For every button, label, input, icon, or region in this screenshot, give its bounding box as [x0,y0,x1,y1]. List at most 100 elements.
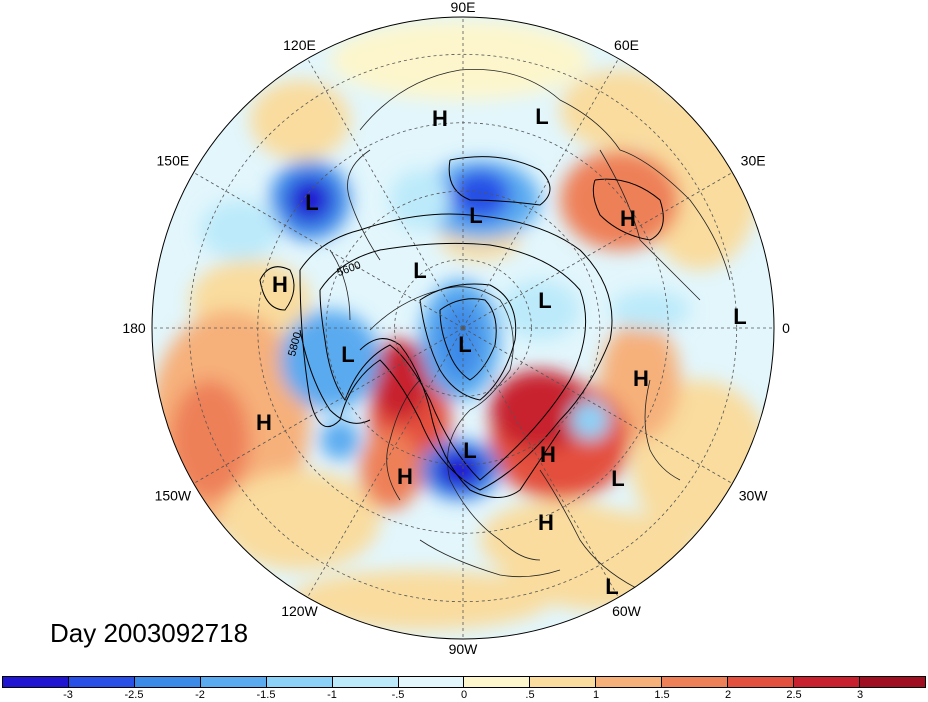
colorbar-tick-label: 2.5 [786,689,802,701]
colorbar-cell-4 [266,677,333,687]
colorbar-tick-label: 3 [856,689,864,701]
colorbar-tick-label: -3 [63,689,73,701]
anomaly-patch-32 [610,290,690,330]
colorbar-tick-label: 1.5 [654,689,670,701]
lon-label-1: 60E [614,37,639,53]
high-center-11: H [633,366,649,391]
colorbar-cell-8 [530,677,597,687]
low-center-6: L [413,258,426,283]
colorbar-cell-7 [464,677,531,687]
anomaly-patch-1 [250,80,350,160]
contour-2 [419,283,517,401]
coastline-8 [329,249,351,321]
colorbar-tick-label: -2 [195,689,205,701]
anomaly-patch-17 [170,380,250,500]
coastline-2 [347,149,381,261]
day-label: Day 2003092718 [50,618,249,648]
low-center-3: L [469,203,482,228]
anomaly-patch-2 [560,70,680,150]
colorbar-cell-11 [728,677,795,687]
lon-label-10: 150E [157,153,190,169]
anomaly-patch-33 [390,170,450,230]
contour-3 [439,298,497,381]
latitude-circle-3 [188,53,738,603]
coastline-0 [359,69,731,281]
longitude-labels: 90E 60E 30E 0 30W 60W 90W 120W 150W 180 150E 120E [122,0,790,657]
colorbar-cell-1 [68,677,135,687]
high-center-15: H [397,464,413,489]
lon-label-2: 30E [741,153,766,169]
coastline-5 [386,379,421,501]
colorbar-tick-label: .5 [525,689,535,701]
high-center-5: H [272,272,288,297]
contour-5 [259,266,295,311]
high-center-0: H [432,106,448,131]
high-center-14: H [540,442,556,467]
coastline-7 [419,539,561,578]
lon-label-7: 120W [281,603,318,619]
low-center-18: L [605,574,618,599]
colorbar-cell-10 [662,677,729,687]
contour-8 [299,329,371,424]
colorbar-cell-9 [596,677,663,687]
contour-0 [299,213,613,491]
anomaly-patch-31 [200,200,280,260]
map-disk [152,17,774,639]
height-contours [259,156,664,498]
low-center-8: L [733,304,746,329]
colorbar-tick-label: -2.5 [124,689,144,701]
map-boundary [151,16,775,640]
low-center-7: L [538,288,551,313]
anomaly-patch-27 [320,420,360,460]
low-center-16: L [611,466,624,491]
graticule [152,17,774,639]
colorbar-cell-0 [3,677,69,687]
pressure-center-labels: H L L L H H L L L L L H H L H H L H L [256,104,747,599]
lon-label-4: 30W [739,488,769,504]
colorbar-tick-label: -1.5 [256,689,276,701]
colorbar-tick-label: -.5 [391,689,405,701]
lon-label-11: 120E [283,37,316,53]
contour-4 [448,156,551,206]
anomaly-patch-30 [570,400,610,440]
meridian-4 [462,327,733,484]
colorbar-cell-12 [794,677,860,687]
low-center-13: L [463,438,476,463]
low-center-1: L [535,104,548,129]
lon-label-9: 180 [122,320,146,336]
lon-label-3: 0 [782,320,790,336]
meridian-10 [193,172,464,329]
colorbar-cell-3 [200,677,267,687]
colorbar-tick-label: 2 [724,689,732,701]
high-center-12: H [256,410,272,435]
anomaly-patch-34 [500,280,580,340]
lon-label-5: 60W [612,603,642,619]
colorbar-tick-label: 1 [592,689,600,701]
low-center-10: L [458,332,471,357]
anomaly-patch-15 [370,340,430,420]
low-center-9: L [341,342,354,367]
colorbar-cell-13 [859,677,925,687]
colorbar-tick-label: 0 [460,689,468,701]
anomaly-patch-0 [330,20,590,100]
latitude-circle-1 [325,190,601,466]
coastline-9 [644,379,681,481]
colorbar-cell-6 [398,677,465,687]
coastline-1 [599,149,701,301]
colorbar-cell-2 [134,677,201,687]
meridian-7 [307,327,464,598]
anomaly-patch-25 [438,300,482,380]
meridian-11 [307,58,464,329]
anomaly-patch-21 [288,178,332,222]
anomaly-patch-7 [290,570,550,630]
high-center-4: H [620,206,636,231]
contour-1 [319,242,587,481]
meridian-5 [462,327,619,598]
anomaly-shading [152,20,770,630]
colorbar-cell-5 [332,677,399,687]
lon-label-6: 90W [449,641,479,657]
anomaly-patch-16 [360,430,420,510]
meridian-8 [193,327,464,484]
low-center-2: L [305,190,318,215]
